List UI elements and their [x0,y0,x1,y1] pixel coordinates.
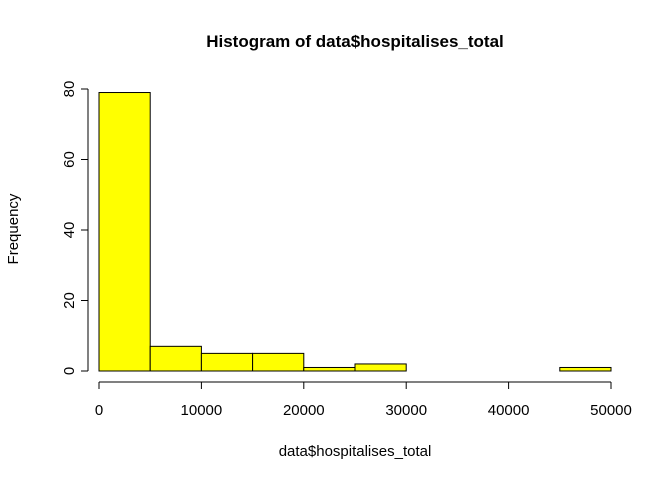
histogram-bar [252,352,305,372]
y-axis-label: Frequency [5,193,22,264]
histogram-bar [149,345,202,372]
y-tick-label: 60 [61,151,78,168]
histogram-bar [354,363,407,372]
x-tick-label: 30000 [385,402,427,419]
histogram-bar [200,352,254,372]
chart-title: Histogram of data$hospitalises_total [206,32,504,51]
y-tick-label: 80 [61,81,78,98]
histogram-bar [303,366,356,372]
y-axis: 0 20 40 60 80 [61,81,89,375]
x-tick-label: 50000 [590,402,632,419]
histogram-bar [98,92,151,372]
x-axis: 0 10000 20000 30000 40000 50000 [95,381,632,419]
bars-group [98,92,612,372]
x-tick-label: 10000 [181,402,223,419]
y-tick-label: 40 [61,222,78,239]
y-tick-label: 20 [61,292,78,309]
x-tick-label: 20000 [283,402,325,419]
x-axis-label: data$hospitalises_total [279,443,432,460]
x-tick-label: 40000 [488,402,530,419]
histogram-bar [559,366,612,372]
x-tick-label: 0 [95,402,103,419]
y-tick-label: 0 [61,367,78,375]
